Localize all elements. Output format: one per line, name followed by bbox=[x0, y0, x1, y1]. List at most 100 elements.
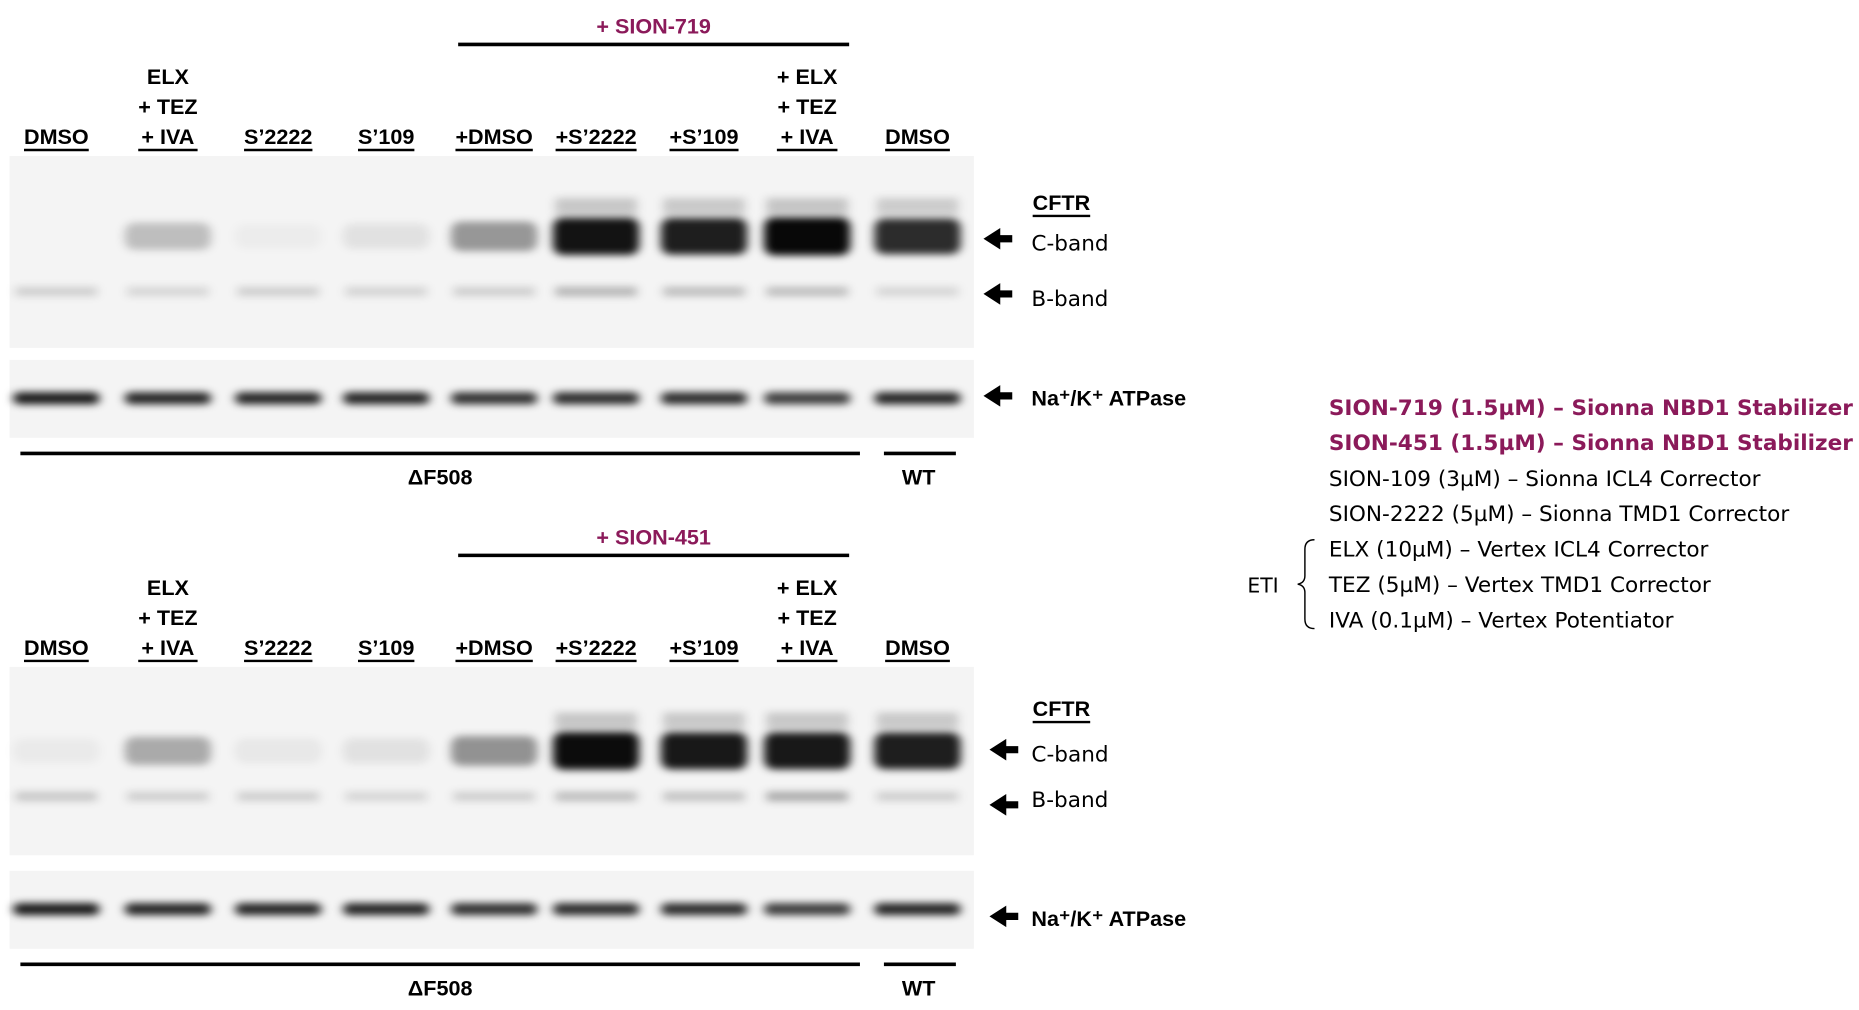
lane-label: DMSO bbox=[885, 124, 950, 149]
lane-label: + IVA bbox=[141, 635, 194, 660]
b-band bbox=[127, 791, 209, 802]
c-band-smear bbox=[766, 197, 848, 215]
legend-corrector: SION-109 (3µM) – Sionna ICL4 Corrector bbox=[1329, 467, 1761, 492]
loading-band bbox=[124, 903, 212, 916]
c-band bbox=[552, 217, 640, 255]
lane-label: DMSO bbox=[24, 124, 89, 149]
group-label: WT bbox=[902, 465, 936, 490]
lane-label: +S’2222 bbox=[556, 124, 637, 149]
lane-label: S’109 bbox=[358, 124, 414, 149]
c-band-label: C-band bbox=[1031, 232, 1108, 257]
lane-label: S’109 bbox=[358, 635, 414, 660]
loading-control-label: Na⁺/K⁺ ATPase bbox=[1031, 385, 1186, 410]
loading-band bbox=[13, 903, 100, 916]
eti-bracket bbox=[1297, 539, 1315, 630]
b-band bbox=[345, 286, 427, 297]
b-band bbox=[237, 286, 320, 297]
lane-label: +S’109 bbox=[670, 124, 739, 149]
b-band bbox=[766, 791, 848, 802]
lane-label: +S’2222 bbox=[556, 635, 637, 660]
c-band bbox=[660, 218, 748, 255]
c-band bbox=[13, 738, 100, 764]
loading-band bbox=[343, 903, 430, 916]
c-band bbox=[235, 224, 321, 248]
lane-label: + IVA bbox=[141, 124, 194, 149]
c-band bbox=[763, 217, 851, 256]
b-band-label: B-band bbox=[1031, 788, 1108, 813]
lane-label: S’2222 bbox=[244, 635, 312, 660]
b-band bbox=[555, 286, 637, 297]
legend-eti-label: ETI bbox=[1247, 574, 1278, 598]
group-label: ΔF508 bbox=[408, 465, 473, 490]
b-band bbox=[663, 286, 745, 297]
loading-band bbox=[13, 392, 100, 405]
c-band bbox=[235, 738, 322, 764]
cftr-heading: CFTR bbox=[1033, 696, 1091, 721]
loading-band bbox=[235, 903, 322, 916]
cftr-heading: CFTR bbox=[1033, 190, 1091, 215]
b-band bbox=[15, 791, 98, 802]
arrow bbox=[989, 905, 1019, 928]
c-band bbox=[874, 732, 961, 770]
c-band bbox=[552, 732, 640, 770]
c-band-smear bbox=[555, 712, 637, 730]
legend-corrector: SION-2222 (5µM) – Sionna TMD1 Corrector bbox=[1329, 502, 1789, 527]
loading-band bbox=[660, 392, 748, 405]
b-band bbox=[127, 286, 209, 297]
group-label: ΔF508 bbox=[408, 976, 473, 1001]
treatment-header: + SION-719 bbox=[596, 14, 711, 39]
c-band bbox=[874, 218, 961, 255]
b-band bbox=[555, 791, 637, 802]
b-band bbox=[663, 791, 745, 802]
loading-band bbox=[874, 392, 961, 405]
lane-label: DMSO bbox=[24, 635, 89, 660]
loading-band bbox=[763, 392, 851, 405]
c-band bbox=[124, 222, 212, 250]
loading-band bbox=[763, 903, 851, 916]
arrow bbox=[989, 794, 1019, 816]
legend-stabilizer: SION-451 (1.5µM) – Sionna NBD1 Stabilize… bbox=[1329, 431, 1853, 456]
b-band bbox=[453, 286, 535, 297]
b-band bbox=[766, 286, 848, 297]
lane-label: +DMSO bbox=[455, 635, 532, 660]
lane-label: + IVA bbox=[781, 635, 834, 660]
arrow bbox=[983, 227, 1013, 250]
lane-label: + IVA bbox=[781, 124, 834, 149]
arrow bbox=[983, 385, 1013, 407]
loading-band bbox=[874, 903, 961, 916]
group-label: WT bbox=[902, 976, 936, 1001]
legend-eti-component: IVA (0.1µM) – Vertex Potentiator bbox=[1329, 608, 1674, 633]
loading-control-label: Na⁺/K⁺ ATPase bbox=[1031, 906, 1186, 931]
lane-label: S’2222 bbox=[244, 124, 312, 149]
lane-label: + TEZ bbox=[777, 605, 836, 630]
c-band bbox=[660, 732, 748, 770]
legend-eti-component: TEZ (5µM) – Vertex TMD1 Corrector bbox=[1328, 573, 1711, 598]
c-band bbox=[450, 735, 538, 766]
c-band bbox=[124, 736, 212, 766]
c-band-smear bbox=[876, 712, 959, 730]
c-band bbox=[343, 738, 430, 764]
b-band bbox=[15, 286, 98, 297]
lane-label: ELX bbox=[147, 575, 190, 600]
b-band bbox=[345, 791, 427, 802]
loading-band bbox=[552, 392, 640, 405]
arrow bbox=[989, 738, 1019, 761]
c-band-smear bbox=[555, 197, 637, 215]
c-band-smear bbox=[663, 197, 745, 215]
lane-label: + TEZ bbox=[777, 94, 836, 119]
legend-stabilizer: SION-719 (1.5µM) – Sionna NBD1 Stabilize… bbox=[1329, 396, 1853, 421]
b-band bbox=[876, 791, 959, 802]
arrow bbox=[983, 283, 1013, 305]
c-band-smear bbox=[766, 712, 848, 730]
c-band bbox=[763, 732, 851, 770]
c-band-smear bbox=[663, 712, 745, 730]
lane-label: +S’109 bbox=[670, 635, 739, 660]
c-band-smear bbox=[876, 197, 959, 215]
b-band-label: B-band bbox=[1031, 287, 1108, 312]
b-band bbox=[237, 791, 320, 802]
loading-band bbox=[343, 392, 430, 405]
loading-band bbox=[235, 392, 322, 405]
